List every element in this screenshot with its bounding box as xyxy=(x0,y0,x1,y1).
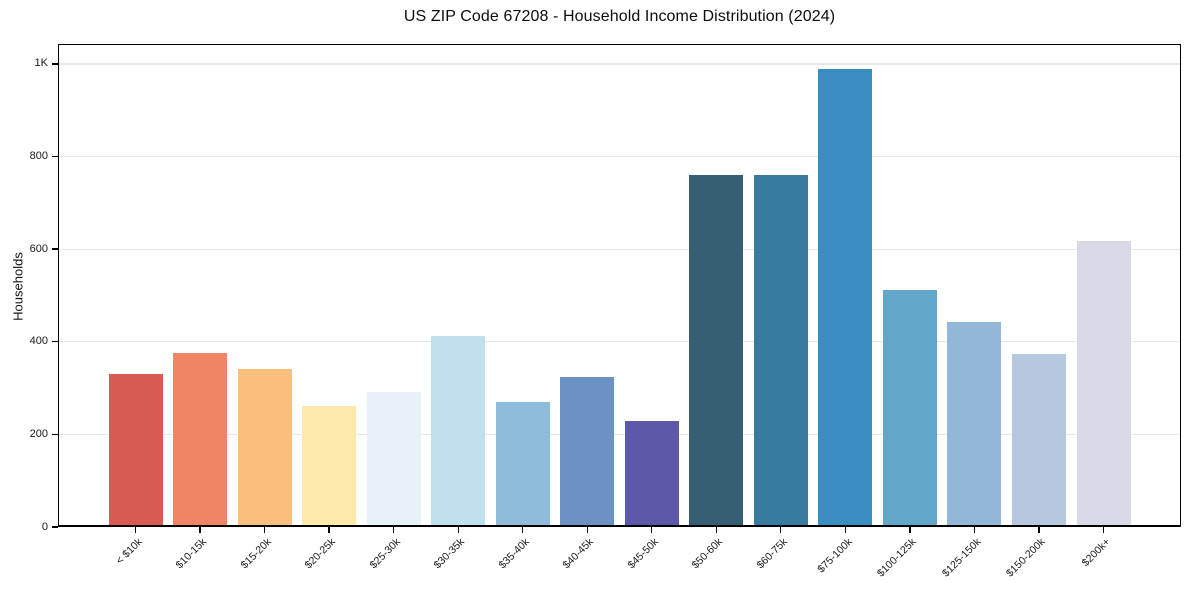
x-tick-label: $20-25k xyxy=(302,535,338,572)
y-tick-label: 0 xyxy=(41,520,48,533)
x-tick-label: $100-125k xyxy=(875,535,919,580)
bar xyxy=(366,391,421,527)
y-tick-label: 800 xyxy=(29,150,48,163)
x-tick-label: < $10k xyxy=(113,535,145,567)
bar xyxy=(882,289,937,527)
x-tick-mark xyxy=(1038,527,1040,533)
x-tick-label: $60-75k xyxy=(754,535,790,572)
x-tick-mark xyxy=(1102,527,1105,533)
gridline xyxy=(58,341,1181,343)
bar xyxy=(1076,240,1131,527)
gridline xyxy=(58,248,1181,250)
x-tick-mark xyxy=(844,527,846,533)
x-tick-mark xyxy=(134,527,137,533)
x-tick-mark xyxy=(909,527,911,533)
plot-area xyxy=(58,44,1181,527)
bar xyxy=(753,175,808,527)
x-tick-label: $30-35k xyxy=(431,535,468,572)
y-tick-label: 200 xyxy=(29,427,48,440)
x-tick-mark xyxy=(715,527,717,533)
bar xyxy=(302,406,357,527)
bar xyxy=(689,175,744,527)
y-tick-mark xyxy=(52,341,58,343)
x-tick-mark xyxy=(651,527,653,533)
x-tick-label: $50-60k xyxy=(689,535,726,572)
x-tick-mark xyxy=(328,527,330,533)
x-tick-mark xyxy=(586,527,588,533)
chart-title: US ZIP Code 67208 - Household Income Dis… xyxy=(403,8,836,25)
gridline xyxy=(58,155,1181,158)
y-tick-mark xyxy=(52,155,58,158)
x-tick-label: $25-30k xyxy=(367,535,403,572)
bar xyxy=(624,420,679,527)
bar xyxy=(108,374,163,527)
x-tick-label: $35-40k xyxy=(496,535,532,572)
x-tick-label: $150-200k xyxy=(1004,535,1048,580)
bar xyxy=(495,401,550,527)
x-tick-mark xyxy=(780,527,782,533)
y-tick-mark xyxy=(52,248,58,250)
bar xyxy=(818,68,873,527)
x-tick-mark xyxy=(522,527,524,533)
y-tick-label: 400 xyxy=(29,335,48,348)
bar xyxy=(431,336,486,527)
x-tick-label: $75-100k xyxy=(814,535,855,576)
x-tick-mark xyxy=(973,527,976,533)
y-tick-label: 600 xyxy=(29,242,48,255)
bar xyxy=(173,353,228,527)
x-tick-label: $15-20k xyxy=(238,535,274,572)
x-tick-label: $40-45k xyxy=(560,535,597,572)
x-tick-label: $200k+ xyxy=(1079,535,1113,569)
gridline xyxy=(58,433,1181,435)
gridline xyxy=(58,63,1181,65)
x-tick-mark xyxy=(392,527,395,533)
y-tick-label: 1K xyxy=(34,57,48,70)
x-tick-label: $45-50k xyxy=(625,535,661,572)
bar xyxy=(560,376,615,527)
y-tick-mark xyxy=(52,526,58,528)
x-tick-label: $10-15k xyxy=(173,535,209,572)
x-tick-label: $125-150k xyxy=(939,535,984,580)
y-tick-mark xyxy=(52,63,58,65)
y-axis-label: Households xyxy=(10,252,26,321)
y-tick-mark xyxy=(52,433,58,436)
bar xyxy=(947,321,1002,527)
bar xyxy=(1011,353,1066,527)
x-tick-mark xyxy=(263,527,266,533)
x-tick-mark xyxy=(199,527,201,533)
bar xyxy=(237,368,292,527)
x-tick-mark xyxy=(457,527,459,533)
